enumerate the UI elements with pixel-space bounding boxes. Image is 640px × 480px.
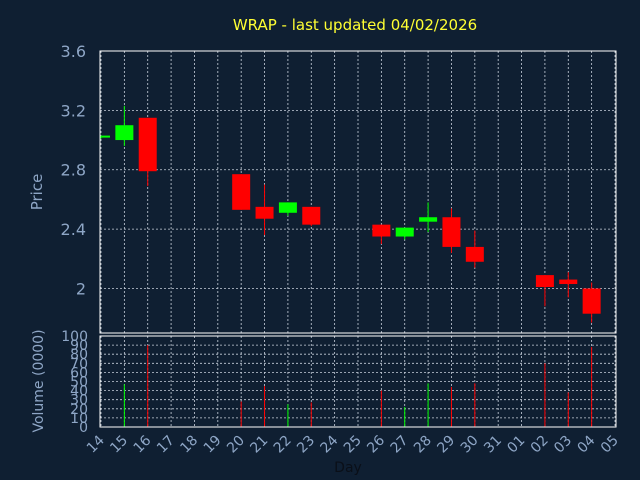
chart-title: WRAP - last updated 04/02/2026 — [233, 16, 477, 34]
candle-body — [278, 202, 297, 213]
candle-body — [232, 174, 251, 210]
day-tick-label: 19 — [201, 433, 225, 457]
day-tick-label: 23 — [294, 433, 318, 457]
volume-tick-label: 70 — [70, 356, 88, 372]
candle-body — [582, 288, 601, 314]
volume-axis-label: Volume (0000) — [31, 329, 47, 432]
price-plot-frame — [99, 50, 617, 334]
candle-body — [559, 279, 578, 285]
volume-plot-frame — [99, 335, 617, 428]
volume-tick-label: 100 — [61, 329, 88, 345]
candles — [100, 105, 601, 323]
candle-body — [255, 206, 274, 219]
price-axis-label: Price — [28, 174, 46, 211]
volume-tick-label: 90 — [70, 338, 88, 354]
day-tick-label: 26 — [364, 432, 388, 456]
day-tick-label: 24 — [318, 432, 342, 456]
candle-body — [372, 224, 391, 237]
volume-tick-label: 0 — [79, 420, 88, 436]
day-tick-label: 20 — [224, 433, 248, 457]
day-tick-label: 02 — [528, 433, 552, 457]
price-tick-label: 3.2 — [61, 101, 86, 120]
day-tick-label: 28 — [411, 433, 435, 457]
candle-body — [138, 117, 157, 172]
day-tick-label: 25 — [341, 433, 365, 457]
volume-grid — [100, 335, 616, 428]
price-tick-labels: 2 2.4 2.8 3.2 3.6 — [61, 42, 86, 298]
volume-tick-label: 30 — [70, 393, 88, 409]
volume-tick-label: 10 — [70, 411, 88, 427]
day-tick-label: 03 — [551, 433, 575, 457]
day-tick-label: 21 — [247, 433, 271, 457]
day-tick-label: 30 — [458, 433, 482, 457]
day-tick-label: 18 — [177, 433, 201, 457]
price-tick-label: 2.8 — [61, 161, 86, 180]
candle-body — [115, 125, 134, 141]
candle-body — [302, 206, 321, 225]
price-tick-label: 2.4 — [61, 220, 86, 239]
day-tick-label: 31 — [481, 433, 505, 457]
candle-body — [419, 217, 438, 222]
candle-body — [442, 217, 461, 247]
day-tick-label: 27 — [388, 433, 412, 457]
volume-tick-label: 40 — [70, 384, 88, 400]
candle-body — [101, 135, 110, 138]
day-tick-label: 22 — [271, 433, 295, 457]
volume-tick-label: 60 — [70, 365, 88, 381]
volume-tick-label: 20 — [70, 402, 88, 418]
price-tick-label: 2 — [76, 279, 86, 298]
price-grid — [100, 50, 616, 333]
volume-tick-label: 50 — [70, 375, 88, 391]
volume-tick-label: 80 — [70, 347, 88, 363]
candle-body — [465, 246, 484, 262]
candle-body — [395, 227, 414, 237]
day-tick-label: 17 — [154, 433, 178, 457]
day-tick-label: 14 — [84, 432, 108, 456]
day-tick-label: 15 — [107, 433, 131, 457]
day-tick-label: 05 — [598, 433, 622, 457]
day-tick-labels: 14 15 16 17 18 19 20 21 22 23 24 25 26 27 28 29 30 31 01 02… — [84, 432, 622, 456]
volume-bars — [123, 345, 593, 427]
candle-body — [535, 275, 554, 287]
day-tick-label: 01 — [504, 433, 528, 457]
day-tick-label: 29 — [434, 433, 458, 457]
price-tick-label: 3.6 — [61, 42, 86, 61]
x-axis-label: Day — [334, 460, 362, 476]
day-tick-label: 16 — [131, 432, 155, 456]
day-tick-label: 04 — [575, 432, 599, 456]
